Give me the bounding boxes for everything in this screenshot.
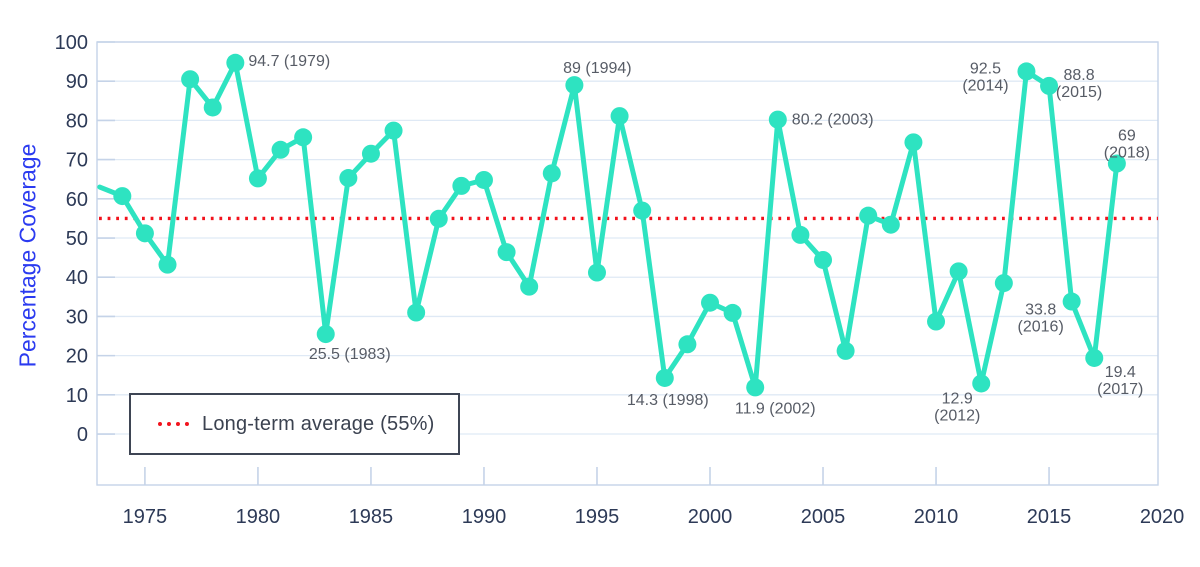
data-point-marker <box>678 335 697 354</box>
data-point-marker <box>1040 76 1059 95</box>
x-tick-label: 1985 <box>349 506 394 528</box>
y-tick-label: 0 <box>77 424 88 446</box>
data-label: 69 <box>1118 128 1136 145</box>
data-point-marker <box>407 303 426 322</box>
data-label: (2015) <box>1056 84 1102 101</box>
data-point-marker <box>113 187 132 206</box>
x-tick-label: 1980 <box>236 506 281 528</box>
data-point-marker <box>768 110 787 129</box>
x-tick-label: 2000 <box>688 506 733 528</box>
y-tick-label: 100 <box>55 32 88 54</box>
data-point-marker <box>248 169 267 188</box>
data-label: (2012) <box>934 407 980 424</box>
y-tick-label: 90 <box>66 71 88 93</box>
data-point-marker <box>226 53 245 72</box>
data-label: 92.5 <box>970 60 1001 77</box>
y-tick-label: 50 <box>66 228 88 250</box>
data-label: 14.3 (1998) <box>627 392 709 409</box>
data-point-marker <box>587 263 606 282</box>
data-point-marker <box>1085 348 1104 367</box>
legend-box: Long-term average (55%) <box>129 393 460 455</box>
data-point-marker <box>520 277 539 296</box>
data-label: (2018) <box>1104 145 1150 162</box>
data-point-marker <box>814 250 833 269</box>
x-tick-label: 1975 <box>123 506 168 528</box>
data-label: (2014) <box>962 77 1008 94</box>
data-label: 12.9 <box>942 390 973 407</box>
dotted-line-swatch <box>158 422 189 426</box>
data-point-marker <box>203 98 222 117</box>
data-point-marker <box>565 76 584 95</box>
data-label: 88.8 <box>1063 67 1094 84</box>
x-tick-label: 2010 <box>914 506 959 528</box>
data-point-marker <box>181 70 200 89</box>
data-point-marker <box>339 169 358 188</box>
x-tick-label: 2020 <box>1140 506 1185 528</box>
data-label: (2016) <box>1018 319 1064 336</box>
data-point-marker <box>881 215 900 234</box>
x-tick-label: 2015 <box>1027 506 1072 528</box>
y-tick-label: 10 <box>66 385 88 407</box>
data-label: 25.5 (1983) <box>309 346 391 363</box>
data-point-marker <box>135 224 154 243</box>
y-tick-label: 20 <box>66 346 88 368</box>
data-point-marker <box>701 293 720 312</box>
y-tick-label: 60 <box>66 189 88 211</box>
data-point-marker <box>994 274 1013 293</box>
data-point-marker <box>474 170 493 189</box>
data-point-marker <box>452 176 471 195</box>
data-label: 33.8 <box>1025 302 1056 319</box>
data-label: 89 (1994) <box>563 60 632 77</box>
data-point-marker <box>542 164 561 183</box>
data-point-marker <box>384 121 403 140</box>
data-point-marker <box>610 107 629 126</box>
y-tick-label: 70 <box>66 150 88 172</box>
data-point-marker <box>497 243 516 262</box>
data-point-marker <box>361 144 380 163</box>
y-tick-label: 40 <box>66 267 88 289</box>
x-tick-label: 1995 <box>575 506 620 528</box>
data-point-marker <box>294 128 313 147</box>
data-point-marker <box>316 325 335 344</box>
legend-label: Long-term average (55%) <box>202 412 435 435</box>
data-label: 80.2 (2003) <box>792 112 874 129</box>
data-point-marker <box>429 209 448 228</box>
data-point-marker <box>949 262 968 281</box>
data-point-marker <box>271 140 290 159</box>
data-point-marker <box>859 206 878 225</box>
data-point-marker <box>904 133 923 152</box>
data-point-marker <box>972 374 991 393</box>
data-point-marker <box>836 341 855 360</box>
data-point-marker <box>746 378 765 397</box>
data-point-marker <box>158 255 177 274</box>
y-tick-label: 80 <box>66 110 88 132</box>
data-point-marker <box>791 225 810 244</box>
data-point-marker <box>633 201 652 220</box>
data-label: 94.7 (1979) <box>248 53 330 70</box>
data-point-marker <box>1107 154 1126 173</box>
data-point-marker <box>1017 62 1036 81</box>
x-tick-label: 2005 <box>801 506 846 528</box>
y-tick-label: 30 <box>66 306 88 328</box>
data-line <box>97 60 1120 390</box>
data-label: 19.4 <box>1105 364 1136 381</box>
y-axis-title: Percentage Coverage <box>14 143 41 368</box>
data-point-marker <box>927 312 946 331</box>
data-point-marker <box>1062 292 1081 311</box>
data-label: 11.9 (2002) <box>735 400 816 417</box>
plot-border <box>96 41 1159 486</box>
data-label: (2017) <box>1097 381 1143 398</box>
data-point-marker <box>723 303 742 322</box>
x-tick-label: 1990 <box>462 506 507 528</box>
data-point-marker <box>655 368 674 387</box>
